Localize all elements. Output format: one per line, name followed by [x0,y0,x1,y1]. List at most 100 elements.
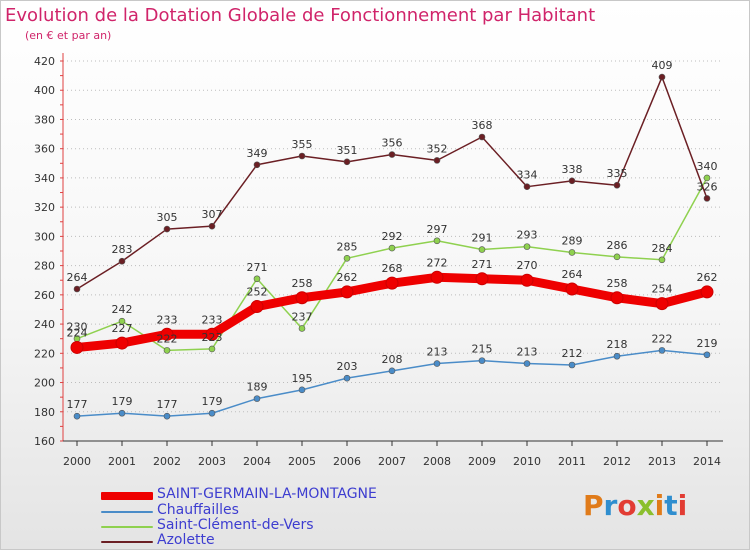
data-point [430,270,444,284]
data-point [253,161,261,169]
data-label: 212 [562,347,583,360]
data-label: 203 [337,360,358,373]
data-label: 195 [292,372,313,385]
y-tick-label: 180 [34,406,55,419]
data-label: 213 [427,346,448,359]
data-label: 264 [67,271,88,284]
data-point [703,351,711,359]
logo-letter: x [636,489,655,522]
y-tick-label: 220 [34,347,55,360]
y-tick-label: 400 [34,84,55,97]
data-label: 237 [292,310,313,323]
data-point [523,243,531,250]
y-tick-label: 240 [34,318,55,331]
data-point [163,347,171,354]
data-point [208,222,216,230]
y-tick-label: 380 [34,113,55,126]
data-label: 326 [697,180,718,193]
y-tick-label: 420 [34,55,55,68]
data-point [433,237,441,245]
data-label: 270 [517,259,538,272]
data-point [520,273,534,287]
data-point [475,272,489,286]
data-point [523,360,531,367]
data-point [115,336,129,350]
data-point [478,133,486,141]
data-point [658,256,666,264]
legend-item-chauffailles: Chauffailles [101,502,521,519]
data-point [295,291,309,305]
logo-letter: t [664,489,678,522]
data-point [340,285,354,299]
data-point [163,412,171,420]
x-tick-label: 2013 [648,455,676,468]
y-tick-label: 300 [34,230,55,243]
data-point [388,151,396,158]
x-tick-label: 2008 [423,455,451,468]
data-label: 334 [517,169,538,182]
data-point [163,225,171,233]
x-tick-label: 2001 [108,455,136,468]
y-tick-label: 320 [34,201,55,214]
y-tick-label: 200 [34,377,55,390]
legend-item-saint-germain: SAINT-GERMAIN-LA-MONTAGNE [101,486,521,503]
data-label: 189 [247,381,268,394]
logo-letter: r [603,489,618,522]
x-tick-label: 2006 [333,455,361,468]
data-label: 268 [382,262,403,275]
y-tick-label: 160 [34,435,55,448]
y-tick-label: 340 [34,172,55,185]
x-tick-label: 2010 [513,455,541,468]
data-label: 218 [607,338,628,351]
x-tick-label: 2012 [603,455,631,468]
x-tick-label: 2002 [153,455,181,468]
data-point [343,158,351,166]
data-label: 215 [472,343,493,356]
data-point [118,257,126,265]
data-point [613,352,621,360]
chart-subtitle: (en € et par an) [25,29,112,42]
data-label: 284 [652,242,673,255]
data-label: 179 [112,395,133,408]
data-label: 208 [382,353,403,366]
data-label: 177 [157,398,178,411]
data-point [298,386,306,394]
data-point [73,285,81,293]
x-tick-label: 2011 [558,455,586,468]
data-label: 222 [157,332,178,345]
x-tick-label: 2014 [693,455,721,468]
data-point [658,73,666,81]
data-label: 222 [652,332,673,345]
data-label: 340 [697,160,718,173]
data-point [703,195,711,202]
data-label: 292 [382,230,403,243]
y-tick-label: 260 [34,289,55,302]
data-label: 252 [247,286,268,299]
legend-item-saint-clement: Saint-Clément-de-Vers [101,517,521,534]
data-point [658,347,666,354]
data-label: 230 [67,321,88,334]
data-label: 356 [382,137,403,150]
data-label: 352 [427,142,448,155]
proxiti-logo: Proxiti [583,489,687,522]
logo-letter: i [654,489,665,522]
y-tick-label: 280 [34,260,55,273]
data-point [565,282,579,296]
data-point [343,374,351,382]
data-label: 285 [337,240,358,253]
data-point [208,409,216,417]
y-tick-label: 360 [34,143,55,156]
x-tick-label: 2000 [63,455,91,468]
data-point [385,276,399,290]
data-label: 177 [67,398,88,411]
data-label: 297 [427,223,448,236]
x-tick-label: 2005 [288,455,316,468]
legend-swatch [101,511,153,513]
data-point [613,253,621,261]
data-point [568,249,576,256]
legend-label: Azolette [157,532,215,548]
data-label: 368 [472,119,493,132]
data-point [478,357,486,364]
data-point [568,177,576,185]
